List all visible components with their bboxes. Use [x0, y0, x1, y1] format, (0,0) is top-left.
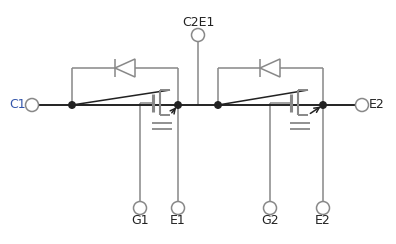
- Circle shape: [192, 29, 204, 41]
- Circle shape: [171, 202, 185, 214]
- Text: G2: G2: [261, 214, 279, 227]
- Text: E2: E2: [369, 99, 385, 112]
- Text: C2E1: C2E1: [182, 17, 214, 30]
- Circle shape: [215, 102, 221, 108]
- Circle shape: [316, 202, 329, 214]
- Circle shape: [69, 102, 75, 108]
- Circle shape: [356, 99, 369, 112]
- Circle shape: [320, 102, 326, 108]
- Text: G1: G1: [131, 214, 149, 227]
- Circle shape: [25, 99, 38, 112]
- Circle shape: [263, 202, 276, 214]
- Circle shape: [175, 102, 181, 108]
- Text: E2: E2: [315, 214, 331, 227]
- Text: C1: C1: [10, 99, 26, 112]
- Circle shape: [133, 202, 147, 214]
- Text: E1: E1: [170, 214, 186, 227]
